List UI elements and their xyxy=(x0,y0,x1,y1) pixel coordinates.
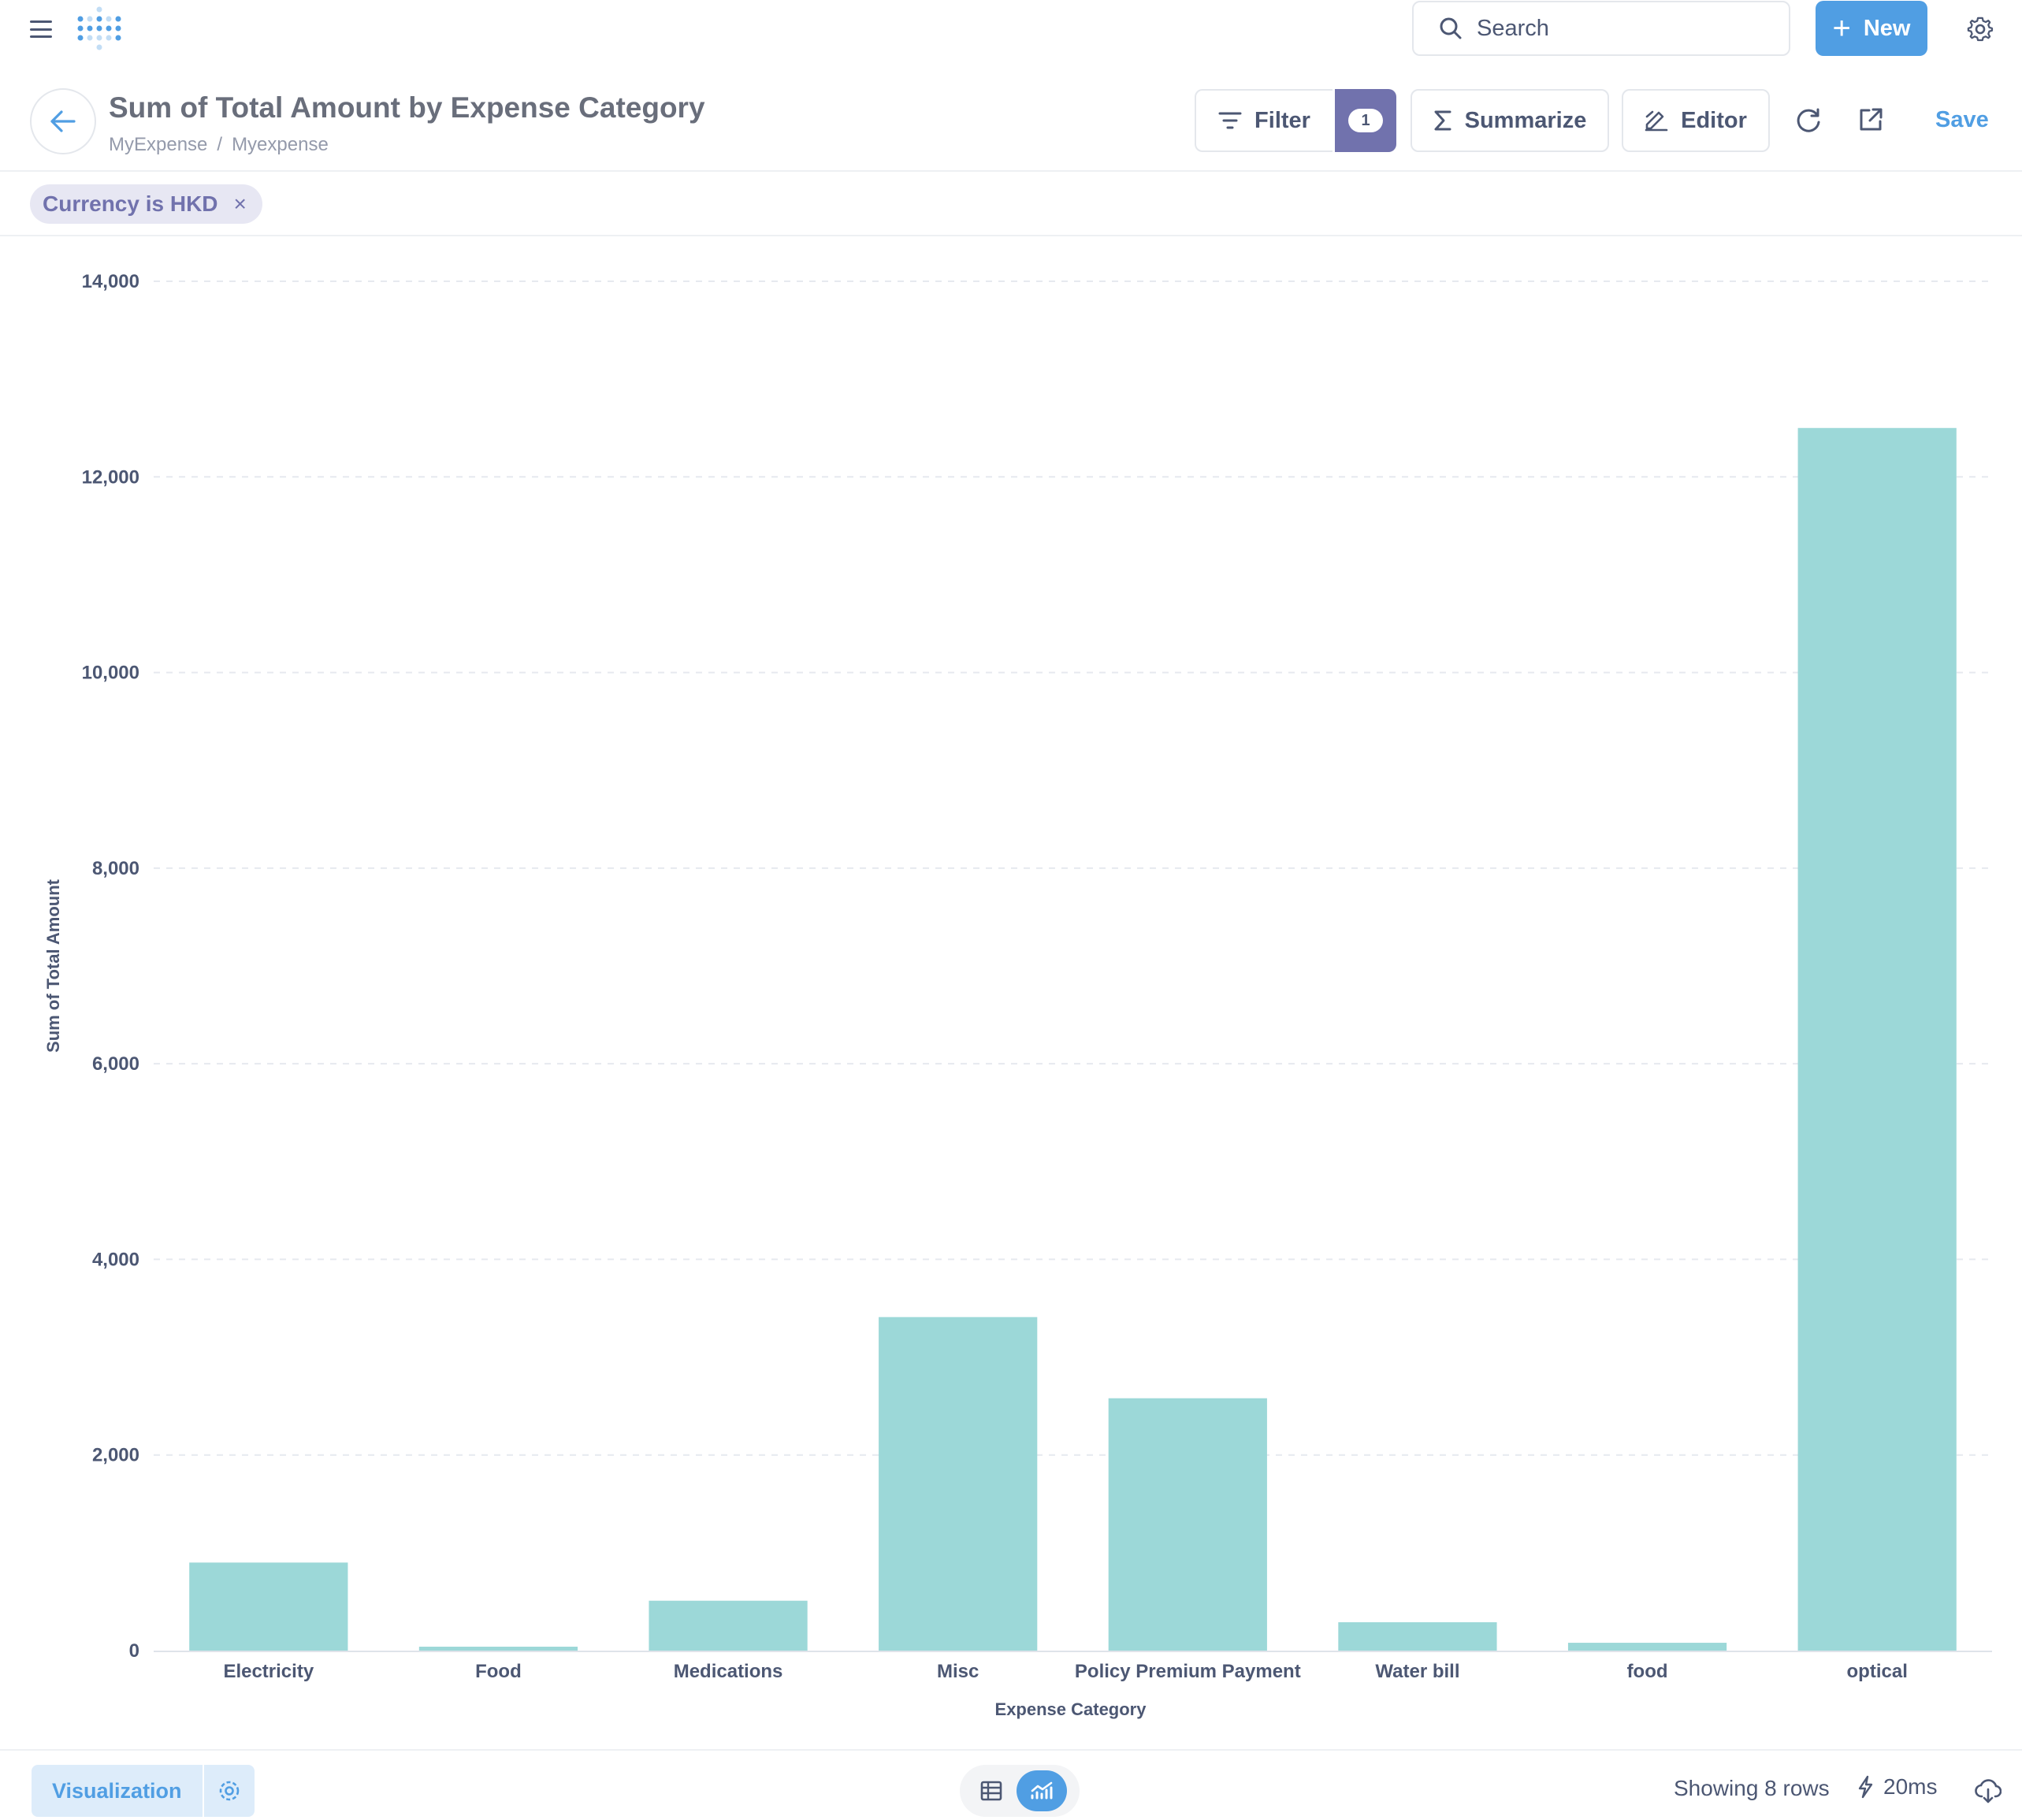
chart-bars xyxy=(189,428,1957,1651)
hamburger-menu-icon[interactable] xyxy=(30,20,52,38)
breadcrumb: MyExpense / Myexpense xyxy=(109,134,329,156)
row-count: Showing 8 rows xyxy=(1674,1776,1830,1800)
bar-misc[interactable] xyxy=(879,1317,1038,1651)
plus-icon: + xyxy=(1832,11,1851,46)
download-icon[interactable] xyxy=(1975,1777,2002,1804)
bar-medications[interactable] xyxy=(649,1600,808,1651)
bar-food[interactable] xyxy=(418,1647,578,1651)
x-category-label: Electricity xyxy=(223,1661,314,1682)
new-button[interactable]: + New xyxy=(1816,1,1927,56)
footer-divider xyxy=(0,1749,2022,1751)
y-tick-label: 2,000 xyxy=(92,1445,139,1466)
filter-icon xyxy=(1218,112,1242,129)
page-title: Sum of Total Amount by Expense Category xyxy=(109,91,705,124)
filter-count-value: 1 xyxy=(1348,109,1383,132)
editor-button-label: Editor xyxy=(1681,107,1747,133)
chart-gridlines xyxy=(154,280,1992,1456)
notebook-pencil-icon xyxy=(1645,110,1668,132)
external-link-icon[interactable] xyxy=(1858,107,1883,132)
breadcrumb-table[interactable]: Myexpense xyxy=(232,134,329,155)
breadcrumb-separator: / xyxy=(217,134,223,155)
x-axis-title: Expense Category xyxy=(995,1699,1147,1719)
table-icon xyxy=(980,1781,1002,1801)
settings-gear-icon[interactable] xyxy=(1967,16,1994,43)
y-tick-label: 4,000 xyxy=(92,1249,139,1270)
x-category-label: optical xyxy=(1847,1661,1908,1682)
visualization-button[interactable]: Visualization xyxy=(32,1765,203,1817)
y-axis-ticks: 0 2,000 4,000 6,000 8,000 10,000 12,000 14,000 xyxy=(82,271,139,1662)
y-tick-label: 10,000 xyxy=(82,663,139,684)
visualization-controls: Visualization xyxy=(32,1765,255,1817)
x-category-label: Medications xyxy=(674,1661,783,1682)
bar-chart: 02,0004,0006,0008,00010,00012,00014,000 … xyxy=(43,271,1992,1719)
bar-water-bill[interactable] xyxy=(1338,1621,1497,1651)
summarize-button[interactable]: Summarize xyxy=(1411,89,1609,152)
y-tick-label: 6,000 xyxy=(92,1053,139,1075)
chart-view-toggle[interactable] xyxy=(1017,1770,1067,1811)
back-button[interactable] xyxy=(30,88,96,154)
visualization-settings-button[interactable] xyxy=(203,1765,255,1817)
header-divider xyxy=(0,170,2022,172)
search-input[interactable] xyxy=(1477,15,1760,42)
summarize-button-label: Summarize xyxy=(1464,107,1587,133)
x-category-label: food xyxy=(1627,1661,1668,1682)
x-category-label: Policy Premium Payment xyxy=(1075,1661,1301,1682)
query-time: 20ms xyxy=(1857,1774,1937,1800)
remove-filter-icon[interactable]: × xyxy=(233,191,247,216)
x-axis-categories: Electricity Food Medications Misc Policy Pre… xyxy=(223,1661,1907,1682)
sigma-icon xyxy=(1434,110,1451,131)
y-tick-label: 0 xyxy=(129,1640,139,1662)
filter-count-badge[interactable]: 1 xyxy=(1335,89,1396,152)
filter-button[interactable]: Filter xyxy=(1195,89,1333,152)
table-view-toggle[interactable] xyxy=(966,1770,1017,1811)
bar-food[interactable] xyxy=(1567,1643,1727,1651)
new-button-label: New xyxy=(1863,15,1911,41)
line-chart-icon xyxy=(1031,1781,1053,1800)
x-category-label: Misc xyxy=(937,1661,979,1682)
save-button[interactable]: Save xyxy=(1935,107,1989,132)
breadcrumb-database[interactable]: MyExpense xyxy=(109,134,208,155)
bolt-icon xyxy=(1858,1775,1873,1799)
view-toggle xyxy=(960,1765,1080,1817)
gear-icon xyxy=(219,1781,239,1801)
y-tick-label: 12,000 xyxy=(82,466,139,488)
filter-button-label: Filter xyxy=(1254,107,1310,133)
search-box[interactable] xyxy=(1412,1,1790,56)
filter-pill-currency[interactable]: Currency is HKD × xyxy=(30,184,262,224)
x-category-label: Food xyxy=(475,1661,522,1682)
metabase-logo-icon[interactable] xyxy=(76,5,123,55)
bar-optical[interactable] xyxy=(1797,428,1957,1651)
x-category-label: Water bill xyxy=(1375,1661,1459,1682)
refresh-icon[interactable] xyxy=(1795,107,1822,134)
filter-divider xyxy=(0,235,2022,236)
top-nav: + New xyxy=(0,0,2022,63)
y-tick-label: 14,000 xyxy=(82,271,139,292)
y-tick-label: 8,000 xyxy=(92,858,139,879)
search-icon xyxy=(1440,17,1462,39)
query-time-value: 20ms xyxy=(1883,1774,1938,1799)
arrow-left-icon xyxy=(50,110,76,132)
bar-policy-premium-payment[interactable] xyxy=(1108,1398,1267,1651)
editor-button[interactable]: Editor xyxy=(1622,89,1770,152)
y-axis-title: Sum of Total Amount xyxy=(43,878,63,1053)
bar-electricity[interactable] xyxy=(189,1562,348,1651)
filter-pill-label: Currency is HKD xyxy=(43,191,218,216)
